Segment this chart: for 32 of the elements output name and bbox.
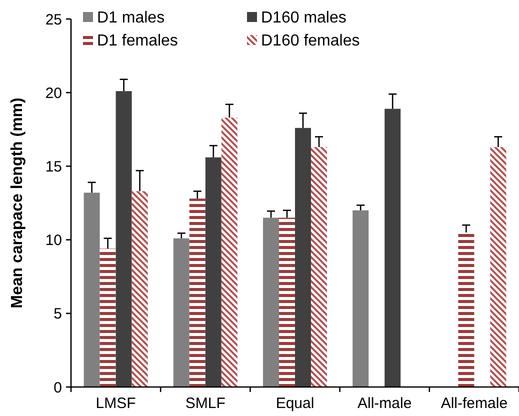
y-tick-label: 20 bbox=[45, 84, 62, 102]
bar bbox=[84, 192, 100, 387]
y-tick-label: 0 bbox=[54, 379, 62, 396]
bar bbox=[263, 218, 279, 387]
bar bbox=[279, 218, 295, 387]
legend-label: D1 females bbox=[97, 32, 178, 50]
x-tick-label: Equal bbox=[276, 395, 314, 412]
bar bbox=[100, 248, 116, 387]
bar bbox=[384, 108, 401, 387]
bar bbox=[458, 232, 474, 387]
bar bbox=[490, 147, 506, 387]
bar bbox=[311, 147, 327, 387]
legend-label: D160 females bbox=[261, 32, 360, 50]
bar bbox=[116, 91, 132, 387]
y-tick-label: 15 bbox=[45, 158, 62, 176]
y-tick-label: 25 bbox=[45, 11, 62, 28]
x-tick-label: LMSF bbox=[96, 395, 136, 412]
bar bbox=[189, 198, 206, 387]
bar bbox=[173, 238, 190, 387]
y-axis-title: Mean carapace length (mm) bbox=[9, 98, 26, 308]
x-tick-label: All-female bbox=[440, 395, 508, 412]
bar bbox=[352, 210, 369, 387]
legend-label: D160 males bbox=[261, 10, 346, 27]
x-tick-label: SMLF bbox=[185, 395, 226, 412]
x-tick-label: All-male bbox=[358, 395, 412, 412]
bar bbox=[295, 128, 311, 387]
legend-label: D1 males bbox=[97, 10, 165, 27]
y-tick-label: 10 bbox=[45, 232, 62, 250]
bar bbox=[205, 157, 222, 387]
bar bbox=[132, 191, 148, 387]
bar bbox=[221, 118, 238, 387]
y-tick-label: 5 bbox=[54, 306, 62, 323]
